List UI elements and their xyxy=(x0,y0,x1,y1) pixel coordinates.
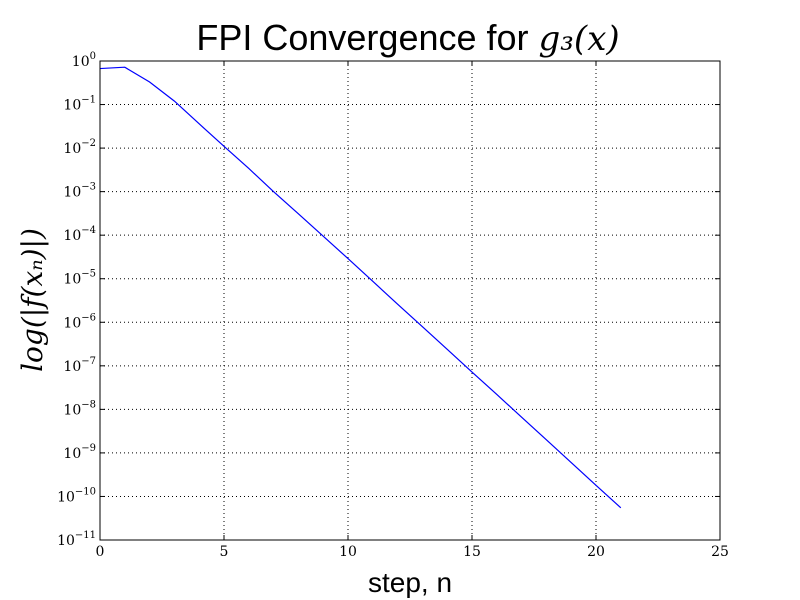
chart-title-math: g₃(x) xyxy=(539,19,620,59)
series-layer xyxy=(99,66,622,509)
y-tick-exponent: −8 xyxy=(81,399,96,410)
y-tick-base: 10 xyxy=(57,489,75,505)
x-tick-label: 15 xyxy=(463,544,481,560)
x-tick-label: 5 xyxy=(220,544,229,560)
plot-frame xyxy=(99,60,721,541)
y-tick-label: 10−5 xyxy=(63,269,96,288)
y-tick-exponent: −1 xyxy=(81,95,96,106)
y-tick-exponent: −7 xyxy=(81,356,96,367)
x-ticks: 0 5 10 15 20 25 xyxy=(96,61,729,560)
y-tick-label: 10−4 xyxy=(63,225,96,244)
y-tick-exponent: 0 xyxy=(90,51,96,62)
y-tick-label: 10−10 xyxy=(57,486,96,505)
y-tick-label: 10−3 xyxy=(63,182,96,201)
series-line xyxy=(99,66,622,509)
y-tick-label: 10−9 xyxy=(63,443,96,462)
y-tick-exponent: −11 xyxy=(75,530,96,541)
y-tick-exponent: −9 xyxy=(81,443,96,454)
y-tick-exponent: −6 xyxy=(81,312,96,323)
chart-title-text: FPI Convergence for xyxy=(196,17,538,58)
y-tick-label: 10−1 xyxy=(63,95,96,114)
y-tick-exponent: −3 xyxy=(81,182,96,193)
y-tick-base: 10 xyxy=(63,359,81,375)
x-tick-label: 10 xyxy=(339,544,357,560)
x-tick-label: 25 xyxy=(711,544,729,560)
chart-title: FPI Convergence for g₃(x) xyxy=(196,17,619,59)
y-tick-base: 10 xyxy=(63,315,81,331)
y-tick-exponent: −2 xyxy=(81,138,96,149)
grid xyxy=(100,61,720,540)
y-tick-base: 10 xyxy=(63,402,81,418)
y-tick-base: 10 xyxy=(63,228,81,244)
x-axis-label: step, n xyxy=(368,567,452,598)
y-tick-base: 10 xyxy=(57,533,75,549)
y-tick-base: 10 xyxy=(63,185,81,201)
x-tick-label: 0 xyxy=(96,544,105,560)
y-axis-label: log(|f(xₙ)|) xyxy=(16,228,49,372)
y-tick-label: 10−11 xyxy=(57,530,96,549)
y-tick-label: 10−6 xyxy=(63,312,96,331)
y-tick-label: 10−2 xyxy=(63,138,96,157)
y-tick-base: 10 xyxy=(63,141,81,157)
y-tick-base: 10 xyxy=(63,272,81,288)
y-tick-base: 10 xyxy=(63,446,81,462)
y-ticks: 10010−110−210−310−410−510−610−710−810−91… xyxy=(57,51,720,549)
y-tick-label: 100 xyxy=(72,51,96,70)
x-tick-label: 20 xyxy=(587,544,605,560)
y-tick-exponent: −4 xyxy=(81,225,96,236)
y-tick-base: 10 xyxy=(72,54,90,70)
y-tick-label: 10−7 xyxy=(63,356,96,375)
y-tick-label: 10−8 xyxy=(63,399,96,418)
y-tick-exponent: −5 xyxy=(81,269,96,280)
y-tick-base: 10 xyxy=(63,98,81,114)
y-tick-exponent: −10 xyxy=(75,486,96,497)
